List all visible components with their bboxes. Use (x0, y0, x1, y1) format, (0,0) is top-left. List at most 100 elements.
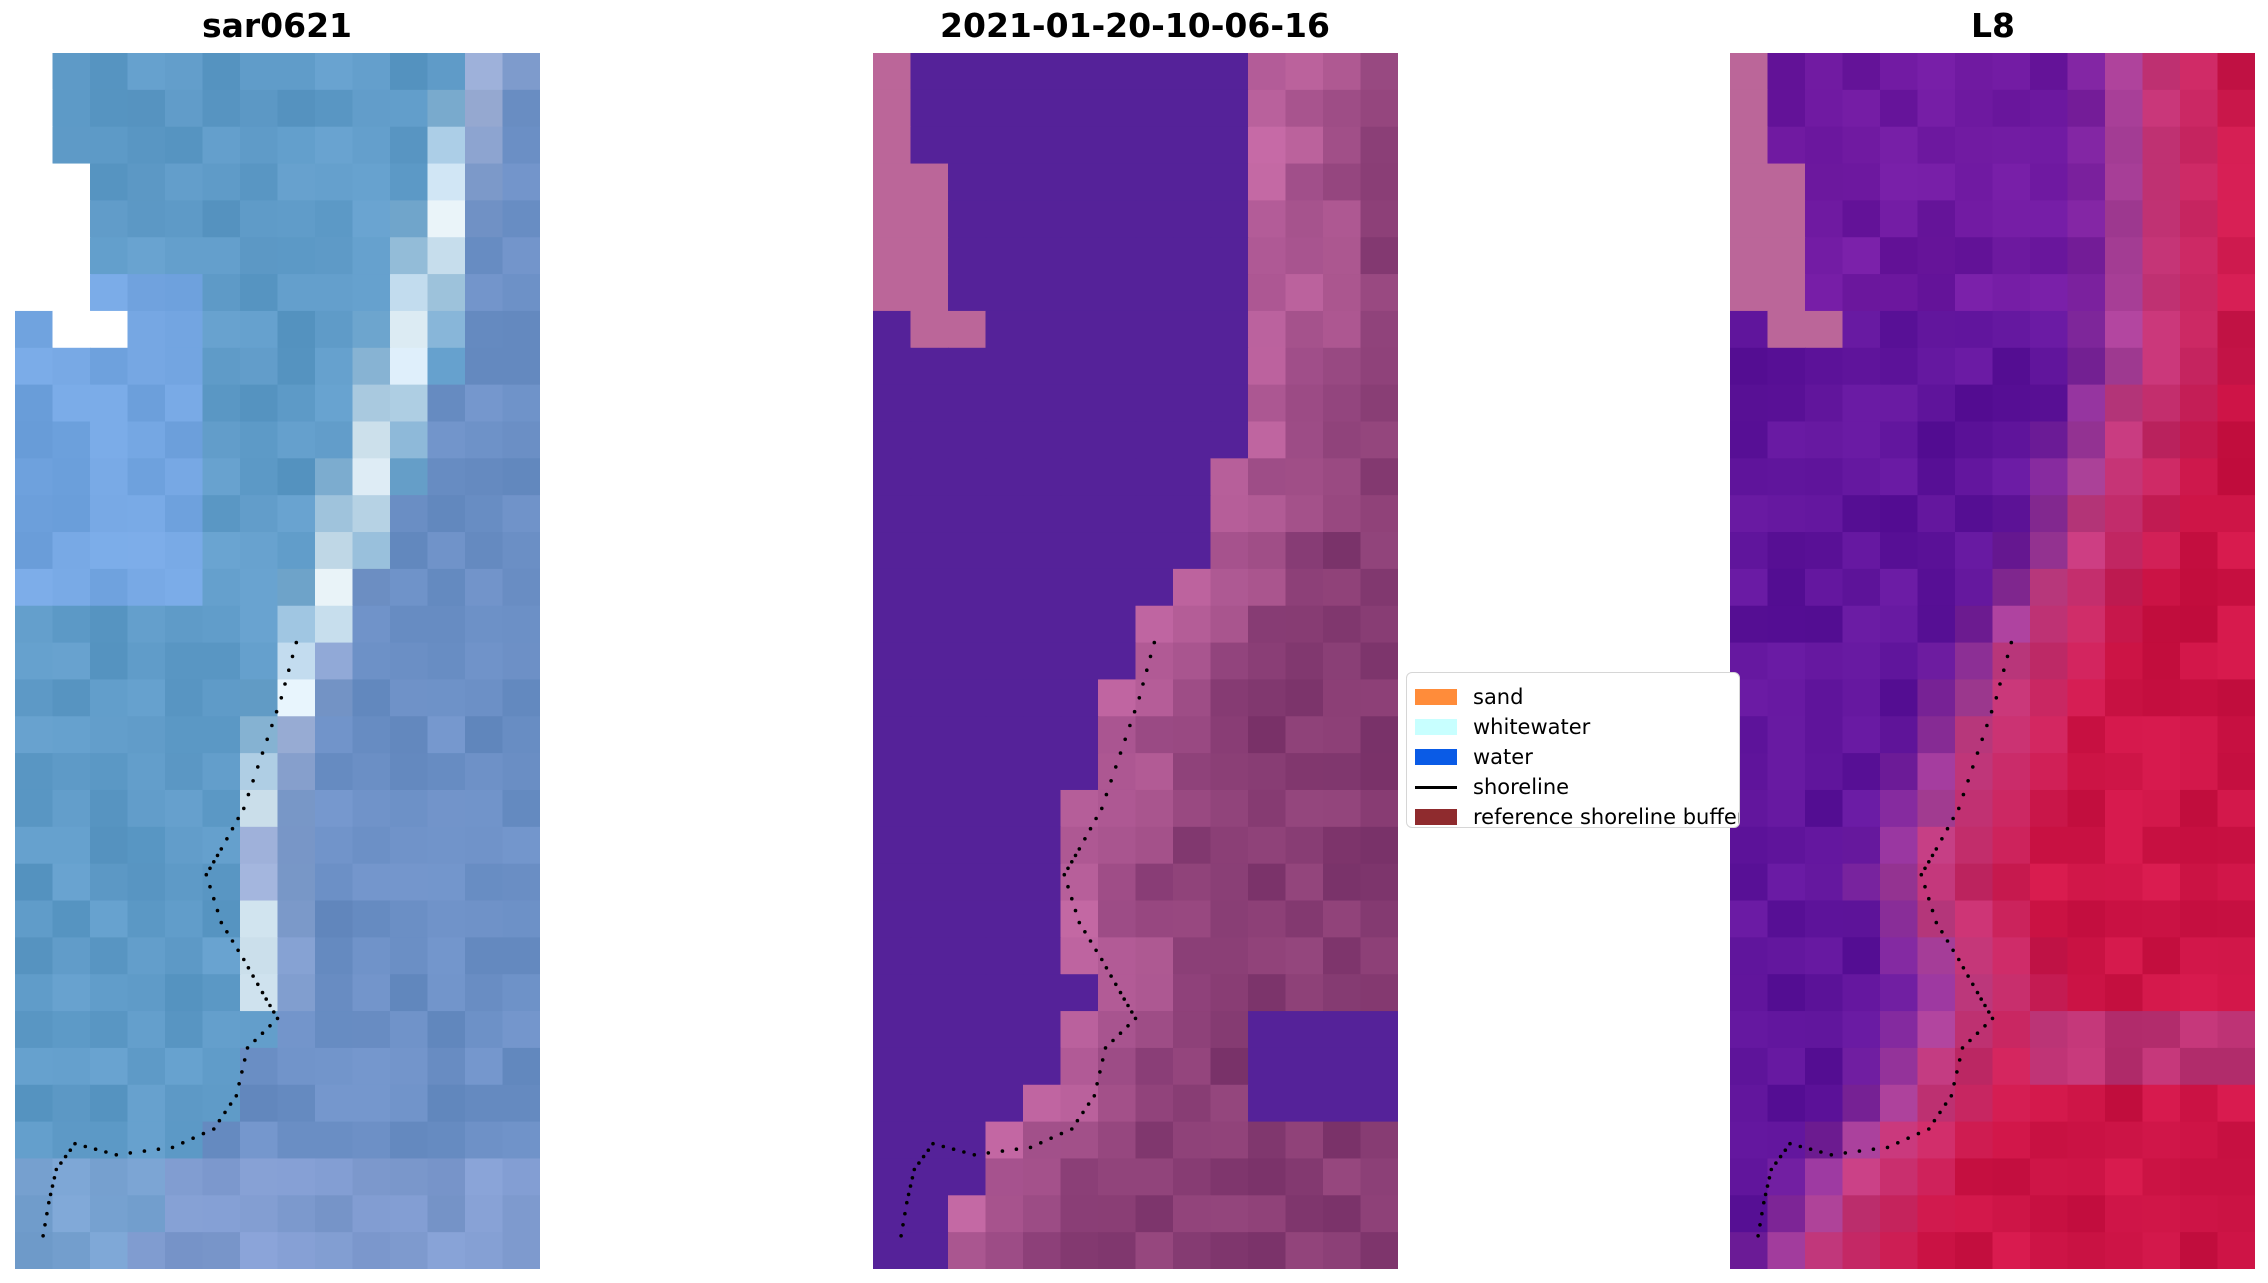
raster-cell (127, 1158, 166, 1196)
raster-cell (1805, 53, 1844, 91)
raster-cell (985, 53, 1024, 91)
raster-cell (873, 789, 912, 828)
raster-cell (2217, 753, 2255, 791)
raster-cell (1955, 53, 1994, 91)
shoreline-dot (1763, 1192, 1768, 1197)
raster-cell (985, 753, 1024, 791)
raster-cell (240, 863, 279, 902)
raster-cell (427, 1195, 466, 1233)
raster-cell (1730, 163, 1769, 201)
raster-cell (127, 826, 166, 865)
raster-cell (1730, 310, 1769, 349)
raster-cell (52, 274, 91, 312)
raster-cell (1880, 1232, 1919, 1269)
raster-cell (277, 568, 316, 607)
raster-cell (1842, 1084, 1881, 1123)
raster-cell (1767, 1158, 1806, 1196)
raster-cell (52, 421, 91, 459)
raster-cell (1730, 1158, 1769, 1196)
raster-cell (1098, 532, 1137, 570)
shoreline-dot (1987, 1010, 1991, 1014)
raster-cell (873, 1158, 912, 1196)
shoreline-dot (59, 1161, 63, 1165)
raster-cell (240, 384, 279, 423)
raster-cell (1173, 605, 1212, 644)
raster-cell (1173, 826, 1212, 865)
raster-cell (2105, 347, 2144, 386)
raster-cell (1842, 863, 1881, 902)
raster-cell (2180, 1121, 2219, 1160)
raster-cell (90, 1121, 129, 1160)
raster-cell (1323, 532, 1362, 570)
raster-cell (1992, 716, 2031, 754)
raster-cell (465, 1121, 504, 1160)
shoreline-dot (1094, 948, 1098, 953)
raster-cell (390, 568, 429, 607)
raster-cell (2142, 679, 2181, 717)
raster-cell (1842, 421, 1881, 459)
raster-cell (1135, 1121, 1174, 1160)
raster-cell (1880, 237, 1919, 275)
raster-cell (15, 1047, 54, 1086)
raster-cell (1173, 200, 1212, 238)
raster-cell (948, 826, 987, 865)
raster-cell (1173, 532, 1212, 570)
raster-cell (910, 679, 949, 717)
raster-cell (1210, 1195, 1249, 1233)
raster-cell (352, 1047, 391, 1086)
raster-cell (1210, 274, 1249, 312)
raster-cell (873, 1084, 912, 1123)
raster-cell (1323, 753, 1362, 791)
raster-cell (202, 53, 241, 91)
raster-cell (1805, 679, 1844, 717)
raster-cell (202, 1195, 241, 1233)
raster-cell (2030, 974, 2069, 1012)
raster-cell (1360, 716, 1398, 754)
shoreline-dot (1998, 682, 2002, 686)
raster-cell (502, 1232, 540, 1269)
raster-cell (1098, 53, 1137, 91)
raster-cell (315, 753, 354, 791)
raster-cell (2142, 421, 2181, 459)
raster-cell (1098, 937, 1137, 975)
shoreline-dot (212, 896, 216, 901)
raster-cell (352, 1232, 391, 1269)
raster-cell (1173, 347, 1212, 386)
raster-cell (2217, 200, 2255, 238)
raster-cell (2180, 974, 2219, 1012)
raster-cell (277, 347, 316, 386)
raster-cell (1023, 1084, 1062, 1123)
sar-rgb-image (15, 53, 540, 1269)
shoreline-dot (256, 982, 260, 987)
raster-cell (1992, 1047, 2031, 1086)
raster-cell (15, 532, 54, 570)
raster-cell (1173, 1084, 1212, 1123)
raster-cell (2067, 1084, 2106, 1123)
shoreline-dot (1104, 792, 1109, 797)
raster-cell (1023, 863, 1062, 902)
shoreline-dot (1994, 696, 1999, 700)
raster-cell (52, 753, 91, 791)
raster-cell (910, 568, 949, 607)
classified-image (873, 53, 1398, 1269)
raster-cell (1173, 421, 1212, 459)
shoreline-dot (1951, 816, 1955, 821)
raster-cell (1135, 974, 1174, 1012)
raster-cell (352, 679, 391, 717)
raster-cell (910, 789, 949, 828)
raster-cell (1098, 642, 1137, 681)
raster-cell (1767, 974, 1806, 1012)
raster-cell (873, 605, 912, 644)
raster-cell (1285, 1158, 1324, 1196)
raster-cell (1767, 605, 1806, 644)
raster-cell (2217, 421, 2255, 459)
shoreline-dot (260, 990, 265, 995)
raster-cell (240, 937, 279, 975)
raster-cell (1323, 310, 1362, 349)
raster-cell (1173, 126, 1212, 165)
raster-cell (240, 310, 279, 349)
raster-cell (127, 605, 166, 644)
raster-cell (2030, 458, 2069, 496)
shoreline-dot (1930, 853, 1935, 858)
raster-cell (1173, 789, 1212, 828)
